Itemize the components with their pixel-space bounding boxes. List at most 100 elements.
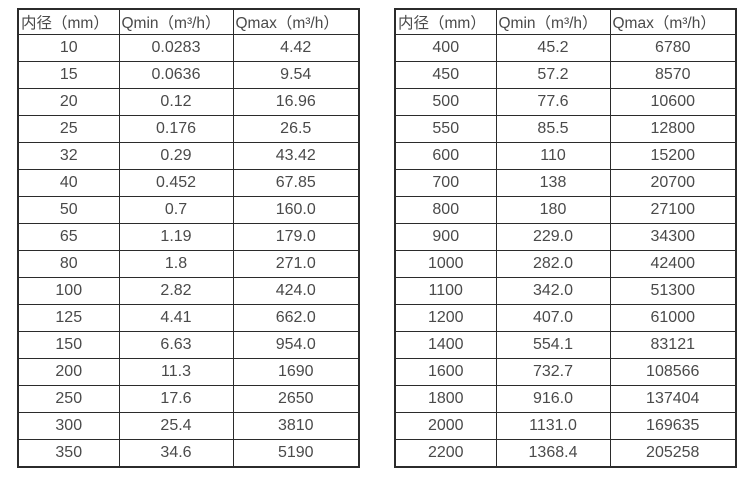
column-header: Qmin（m³/h） (495, 8, 611, 35)
table-row: 65 1.19 179.0 (17, 223, 360, 251)
table-cell: 205258 (609, 439, 737, 467)
table-cell: 179.0 (232, 223, 360, 251)
table-cell: 450 (394, 61, 497, 89)
table-cell: 700 (394, 169, 497, 197)
table-row: 600 110 15200 (394, 142, 737, 170)
table-row: 1400 554.1 83121 (394, 331, 737, 359)
table-row: 25 0.176 26.5 (17, 115, 360, 143)
table-row: 400 45.2 6780 (394, 34, 737, 62)
table-cell: 25 (17, 115, 120, 143)
column-header: Qmax（m³/h） (609, 8, 737, 35)
table-cell: 43.42 (232, 142, 360, 170)
table-row: 900 229.0 34300 (394, 223, 737, 251)
table-cell: 342.0 (495, 277, 611, 305)
table-row: 80 1.8 271.0 (17, 250, 360, 278)
table-row: 1200 407.0 61000 (394, 304, 737, 332)
table-cell: 1.19 (118, 223, 234, 251)
table-row: 40 0.452 67.85 (17, 169, 360, 197)
table-cell: 732.7 (495, 358, 611, 386)
table-row: 450 57.2 8570 (394, 61, 737, 89)
table-row: 50 0.7 160.0 (17, 196, 360, 224)
table-cell: 50 (17, 196, 120, 224)
table-row: 1600 732.7 108566 (394, 358, 737, 386)
table-cell: 1400 (394, 331, 497, 359)
table-cell: 271.0 (232, 250, 360, 278)
table-cell: 1100 (394, 277, 497, 305)
table-cell: 108566 (609, 358, 737, 386)
table-cell: 137404 (609, 385, 737, 413)
table-row: 125 4.41 662.0 (17, 304, 360, 332)
table-cell: 57.2 (495, 61, 611, 89)
table-cell: 0.452 (118, 169, 234, 197)
table-cell: 125 (17, 304, 120, 332)
table-cell: 554.1 (495, 331, 611, 359)
table-cell: 5190 (232, 439, 360, 467)
table-cell: 138 (495, 169, 611, 197)
table-row: 1000 282.0 42400 (394, 250, 737, 278)
table-cell: 282.0 (495, 250, 611, 278)
table-cell: 0.7 (118, 196, 234, 224)
table-cell: 100 (17, 277, 120, 305)
table-cell: 25.4 (118, 412, 234, 440)
table-cell: 20 (17, 88, 120, 116)
table-cell: 40 (17, 169, 120, 197)
table-cell: 1.8 (118, 250, 234, 278)
table-row: 200 11.3 1690 (17, 358, 360, 386)
table-cell: 34.6 (118, 439, 234, 467)
table-cell: 350 (17, 439, 120, 467)
table-cell: 1690 (232, 358, 360, 386)
table-cell: 20700 (609, 169, 737, 197)
table-cell: 83121 (609, 331, 737, 359)
column-header: 内径（mm） (394, 8, 497, 35)
table-cell: 160.0 (232, 196, 360, 224)
flow-table-large-diameters: 内径（mm） Qmin（m³/h） Qmax（m³/h） 400 45.2 6780 450… (394, 8, 737, 468)
table-cell: 250 (17, 385, 120, 413)
table-row: 550 85.5 12800 (394, 115, 737, 143)
table-row: 2200 1368.4 205258 (394, 439, 737, 467)
table-cell: 600 (394, 142, 497, 170)
table-cell: 1600 (394, 358, 497, 386)
table-cell: 800 (394, 196, 497, 224)
table-cell: 662.0 (232, 304, 360, 332)
table-cell: 11.3 (118, 358, 234, 386)
table-cell: 2000 (394, 412, 497, 440)
table-cell: 0.0636 (118, 61, 234, 89)
table-cell: 42400 (609, 250, 737, 278)
table-cell: 1131.0 (495, 412, 611, 440)
table-cell: 424.0 (232, 277, 360, 305)
table-cell: 0.12 (118, 88, 234, 116)
table-row: 1800 916.0 137404 (394, 385, 737, 413)
column-header: Qmax（m³/h） (232, 8, 360, 35)
table-cell: 4.41 (118, 304, 234, 332)
table-cell: 550 (394, 115, 497, 143)
table-row: 700 138 20700 (394, 169, 737, 197)
table-cell: 65 (17, 223, 120, 251)
table-cell: 51300 (609, 277, 737, 305)
column-header: Qmin（m³/h） (118, 8, 234, 35)
table-cell: 2650 (232, 385, 360, 413)
table-cell: 15 (17, 61, 120, 89)
flow-rate-spec-page: 内径（mm） Qmin（m³/h） Qmax（m³/h） 10 0.0283 4.42 15… (17, 8, 737, 468)
table-cell: 1000 (394, 250, 497, 278)
table-cell: 77.6 (495, 88, 611, 116)
table-cell: 229.0 (495, 223, 611, 251)
table-row: 32 0.29 43.42 (17, 142, 360, 170)
table-cell: 6.63 (118, 331, 234, 359)
table-cell: 400 (394, 34, 497, 62)
table-row: 300 25.4 3810 (17, 412, 360, 440)
table-row: 15 0.0636 9.54 (17, 61, 360, 89)
table-cell: 45.2 (495, 34, 611, 62)
table-cell: 10 (17, 34, 120, 62)
table-cell: 32 (17, 142, 120, 170)
table-cell: 27100 (609, 196, 737, 224)
table-cell: 34300 (609, 223, 737, 251)
table-cell: 12800 (609, 115, 737, 143)
table-cell: 6780 (609, 34, 737, 62)
table-cell: 169635 (609, 412, 737, 440)
table-cell: 1368.4 (495, 439, 611, 467)
table-row: 10 0.0283 4.42 (17, 34, 360, 62)
table-row: 350 34.6 5190 (17, 439, 360, 467)
table-row: 20 0.12 16.96 (17, 88, 360, 116)
table-row: 800 180 27100 (394, 196, 737, 224)
table-cell: 2200 (394, 439, 497, 467)
